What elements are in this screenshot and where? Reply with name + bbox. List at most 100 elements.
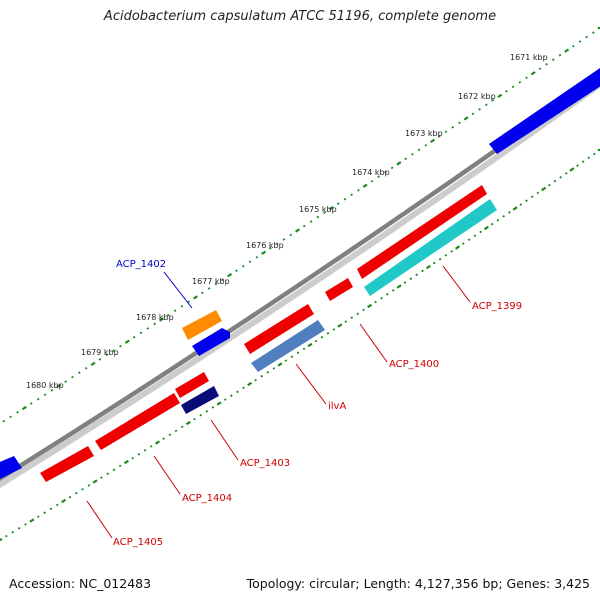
label-acp1405[interactable]: ACP_1405 bbox=[113, 537, 163, 548]
tick-dot bbox=[473, 234, 477, 238]
tick-mark bbox=[124, 339, 130, 344]
tick-dot bbox=[78, 371, 81, 374]
tick-dot bbox=[519, 203, 523, 206]
gene-acp1400[interactable] bbox=[325, 278, 353, 301]
tick-dot bbox=[289, 233, 293, 237]
label-acp1400[interactable]: ACP_1400 bbox=[389, 359, 439, 370]
tick-mark bbox=[216, 401, 222, 406]
tick-dot bbox=[505, 90, 508, 93]
gene-labels: ACP_1402 ACP_1399 ACP_1400 ilvA ACP_1403… bbox=[113, 259, 522, 548]
tick-mark bbox=[307, 342, 313, 348]
tick-dot bbox=[564, 172, 568, 175]
leader-acp1402 bbox=[163, 271, 193, 309]
tick-mark bbox=[367, 303, 373, 309]
tick-dot bbox=[105, 353, 109, 357]
label-acp1403[interactable]: ACP_1403 bbox=[240, 458, 290, 469]
tick-dot bbox=[525, 76, 528, 80]
gene-blue-small[interactable] bbox=[192, 328, 230, 356]
label-acp1399[interactable]: ACP_1399 bbox=[472, 301, 522, 312]
tick-dot bbox=[143, 449, 147, 452]
gene-acp1405[interactable] bbox=[40, 446, 94, 482]
forward-genes bbox=[0, 68, 600, 480]
gene-blue-left[interactable] bbox=[0, 456, 22, 480]
tick-dot bbox=[166, 313, 170, 317]
tick-dot bbox=[205, 410, 209, 413]
tick-dot bbox=[587, 156, 591, 160]
tick-mark bbox=[337, 323, 343, 328]
tick-dot bbox=[241, 264, 245, 268]
tick-dot bbox=[374, 300, 377, 304]
tick-dot bbox=[255, 255, 259, 259]
tick-mark bbox=[454, 245, 461, 250]
tick-dot bbox=[350, 193, 353, 197]
gene-acp1403-red[interactable] bbox=[175, 372, 209, 398]
tick-dot bbox=[538, 67, 542, 71]
genome-title: Acidobacterium capsulatum ATCC 51196, co… bbox=[103, 9, 497, 24]
tick-dot bbox=[578, 40, 582, 43]
leader-acp1399 bbox=[442, 265, 471, 303]
tick-dot bbox=[370, 179, 374, 183]
tick-dot bbox=[180, 304, 184, 308]
tick-mark bbox=[396, 161, 402, 166]
tick-dot bbox=[74, 491, 78, 495]
tick-mark bbox=[61, 498, 67, 504]
tick-dot bbox=[112, 349, 115, 352]
tick-dot bbox=[380, 296, 383, 300]
tick-dot bbox=[236, 390, 239, 394]
gene-acp1404[interactable] bbox=[95, 393, 180, 450]
label-ilva[interactable]: ilvA bbox=[328, 401, 346, 412]
tick-dot bbox=[284, 359, 288, 362]
tick-dot bbox=[173, 309, 177, 312]
outer-tick-row bbox=[2, 26, 600, 423]
tick-dot bbox=[269, 247, 272, 250]
tick-mark bbox=[569, 167, 575, 172]
tick-dot bbox=[323, 211, 326, 214]
gene-orange[interactable] bbox=[182, 310, 222, 340]
tick-dot bbox=[162, 437, 165, 440]
tick-dot bbox=[16, 411, 19, 414]
tick-mark bbox=[193, 295, 199, 300]
tick-mark bbox=[90, 361, 96, 367]
tick-dot bbox=[36, 397, 40, 401]
gene-blue-top[interactable] bbox=[489, 68, 600, 154]
tick-mark bbox=[541, 186, 547, 192]
topology-text: Topology: circular; Length: 4,127,356 bp… bbox=[246, 576, 590, 591]
tick-dot bbox=[223, 398, 227, 401]
tick-dot bbox=[68, 495, 72, 499]
tick-dot bbox=[81, 488, 84, 491]
leader-acp1400 bbox=[359, 323, 388, 363]
tick-dot bbox=[581, 160, 585, 164]
tick-dot bbox=[131, 456, 134, 460]
scale-tick-1671: 1671 kbp bbox=[510, 53, 548, 62]
tick-dot bbox=[576, 164, 579, 167]
tick-dot bbox=[139, 331, 143, 335]
tick-dot bbox=[332, 328, 336, 331]
scale-tick-1673: 1673 kbp bbox=[405, 129, 443, 138]
tick-mark bbox=[0, 537, 3, 542]
tick-mark bbox=[463, 116, 469, 121]
gene-acp1403-navy[interactable] bbox=[181, 386, 219, 414]
leader-acp1404 bbox=[153, 455, 181, 495]
gene-ilva[interactable] bbox=[251, 320, 325, 372]
tick-dot bbox=[491, 99, 495, 102]
tick-dot bbox=[235, 269, 238, 272]
tick-dot bbox=[525, 199, 528, 203]
tick-dot bbox=[50, 389, 54, 392]
tick-dot bbox=[168, 433, 172, 436]
gene-acp1399-cyan[interactable] bbox=[364, 199, 497, 296]
tick-mark bbox=[295, 228, 300, 233]
tick-dot bbox=[254, 378, 257, 382]
scale-tick-1679: 1679 kbp bbox=[81, 348, 119, 357]
scale-tick-1678: 1678 kbp bbox=[136, 313, 174, 322]
tick-dot bbox=[118, 464, 122, 468]
tick-dot bbox=[119, 344, 122, 348]
tick-dot bbox=[230, 394, 233, 397]
tick-mark bbox=[158, 317, 164, 322]
label-acp1404[interactable]: ACP_1404 bbox=[182, 493, 232, 504]
gene-red-mid[interactable] bbox=[244, 304, 314, 354]
tick-dot bbox=[211, 406, 215, 409]
tick-dot bbox=[242, 386, 245, 390]
tick-dot bbox=[417, 148, 421, 152]
gene-acp1399-red[interactable] bbox=[357, 185, 487, 279]
label-acp1402[interactable]: ACP_1402 bbox=[116, 259, 166, 270]
